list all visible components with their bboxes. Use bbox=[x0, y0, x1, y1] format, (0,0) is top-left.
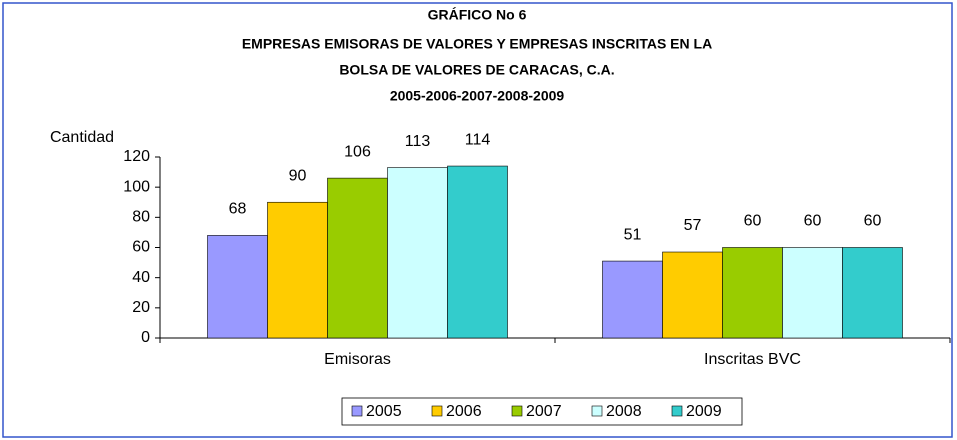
data-label: 113 bbox=[405, 133, 431, 150]
data-label: 90 bbox=[289, 167, 307, 184]
legend-label: 2009 bbox=[686, 403, 722, 420]
bar bbox=[662, 251, 723, 339]
legend-label: 2005 bbox=[366, 403, 402, 420]
y-tick-label: 40 bbox=[132, 269, 150, 286]
bar bbox=[722, 247, 783, 339]
y-axis-label: Cantidad bbox=[50, 129, 114, 146]
bar bbox=[782, 247, 843, 339]
y-tick-label: 100 bbox=[123, 178, 150, 195]
y-tick-label: 20 bbox=[132, 299, 150, 316]
x-tick-label: Emisoras bbox=[324, 351, 391, 368]
legend-swatch bbox=[431, 405, 443, 417]
data-label: 114 bbox=[465, 131, 491, 148]
legend-label: 2007 bbox=[526, 403, 562, 420]
bar bbox=[602, 260, 663, 339]
chart-title: GRÁFICO No 6 bbox=[428, 7, 527, 23]
bar bbox=[387, 167, 448, 339]
data-label: 57 bbox=[684, 217, 702, 234]
y-tick-label: 120 bbox=[123, 148, 150, 165]
legend-swatch bbox=[351, 405, 363, 417]
data-label: 106 bbox=[344, 143, 371, 160]
legend-swatch bbox=[671, 405, 683, 417]
bar bbox=[447, 165, 508, 339]
chart-title: 2005-2006-2007-2008-2009 bbox=[390, 88, 565, 104]
legend-label: 2008 bbox=[606, 403, 642, 420]
bar bbox=[842, 247, 903, 339]
data-label: 60 bbox=[804, 213, 822, 230]
data-label: 51 bbox=[624, 226, 642, 243]
data-label: 60 bbox=[864, 213, 882, 230]
bar bbox=[327, 177, 388, 339]
y-tick-label: 0 bbox=[141, 329, 150, 346]
legend-swatch bbox=[591, 405, 603, 417]
legend-label: 2006 bbox=[446, 403, 482, 420]
legend-swatch bbox=[511, 405, 523, 417]
y-tick-label: 80 bbox=[132, 209, 150, 226]
bar bbox=[267, 201, 328, 339]
bar bbox=[207, 235, 268, 339]
data-label: 68 bbox=[229, 201, 247, 218]
chart-title: BOLSA DE VALORES DE CARACAS, C.A. bbox=[339, 62, 614, 78]
y-tick-label: 60 bbox=[132, 239, 150, 256]
chart-title: EMPRESAS EMISORAS DE VALORES Y EMPRESAS … bbox=[242, 36, 712, 52]
data-label: 60 bbox=[744, 213, 762, 230]
x-tick-label: Inscritas BVC bbox=[704, 351, 801, 368]
